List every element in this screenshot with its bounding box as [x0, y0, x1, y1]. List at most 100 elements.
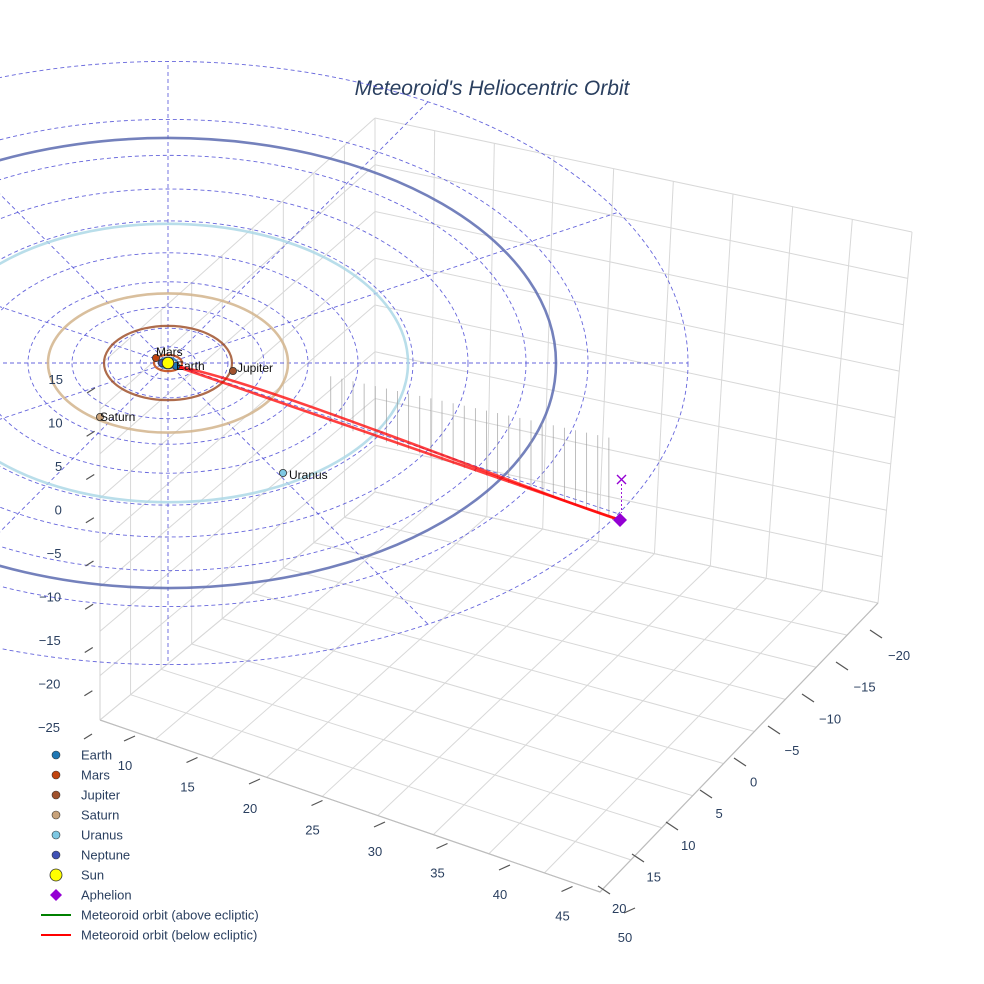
- x-tick-mark: [123, 735, 136, 742]
- legend-symbol: [51, 750, 61, 760]
- planet-label-saturn: Saturn: [100, 410, 135, 424]
- ecliptic-spoke: [0, 306, 169, 364]
- x-tick-label: 35: [430, 866, 444, 881]
- floor-gridline: [222, 618, 724, 765]
- ecliptic-spoke: [0, 362, 169, 533]
- z-tick-label: 0: [55, 503, 62, 518]
- ecliptic-ring: [0, 188, 469, 538]
- floor-gridline: [191, 643, 693, 797]
- wall-gridline: [99, 211, 376, 455]
- axis-box: [99, 117, 913, 893]
- x-tick-label: 40: [493, 887, 507, 902]
- x-tick-mark: [623, 907, 636, 914]
- chart-title: Meteoroid's Heliocentric Orbit: [355, 77, 631, 100]
- legend-label: Saturn: [81, 808, 119, 823]
- legend-symbol: [51, 850, 61, 860]
- orbit-saturn: [46, 292, 290, 434]
- sun-marker: [161, 356, 175, 370]
- y-tick-mark: [699, 789, 713, 799]
- y-tick-mark: [631, 853, 645, 863]
- aphelion-projection-marker: [616, 474, 627, 485]
- z-tick-mark: [84, 690, 93, 697]
- z-tick-label: 5: [55, 459, 62, 474]
- floor-gridline: [155, 503, 432, 740]
- floor-gridline: [283, 567, 786, 700]
- y-tick-mark: [835, 661, 849, 671]
- z-tick-mark: [83, 733, 93, 740]
- wall-gridline: [99, 164, 376, 410]
- orbit-neptune: [0, 136, 558, 590]
- floor-gridline: [488, 577, 767, 855]
- planet-label-earth: Earth: [176, 359, 205, 373]
- legend-symbol: [51, 790, 61, 800]
- wall-gridline: [374, 117, 913, 233]
- floor-gridline: [266, 528, 544, 778]
- z-tick-mark: [86, 387, 96, 394]
- orbit-jupiter: [102, 324, 234, 402]
- x-tick-label: 15: [180, 780, 194, 795]
- z-tick-mark: [85, 473, 95, 481]
- legend-symbol: [49, 868, 63, 882]
- floor-gridline: [130, 694, 632, 861]
- floor-gridline: [432, 565, 711, 836]
- aphelion-marker: [613, 513, 627, 527]
- planet-saturn: [96, 412, 105, 421]
- y-tick-label: 5: [716, 806, 723, 821]
- legend-label: Neptune: [81, 848, 130, 863]
- ecliptic-spoke: [167, 211, 619, 364]
- z-tick-label: −25: [38, 720, 60, 735]
- x-tick-label: 45: [555, 909, 569, 924]
- x-tick-label: 10: [118, 758, 132, 773]
- x-tick-label: 50: [618, 930, 632, 945]
- planet-label-uranus: Uranus: [289, 468, 328, 482]
- z-tick-label: −10: [39, 590, 61, 605]
- planet-jupiter: [228, 366, 237, 375]
- orbit-uranus: [0, 222, 410, 504]
- wall-gridline: [374, 211, 904, 326]
- x-tick-mark: [373, 821, 386, 828]
- z-tick-mark: [84, 603, 94, 610]
- wall-gridline: [99, 444, 376, 677]
- x-tick-label: 30: [368, 844, 382, 859]
- x-tick-mark: [436, 842, 448, 850]
- wall-gridline: [99, 491, 376, 721]
- legend-symbol: [51, 830, 61, 840]
- y-tick-mark: [869, 629, 883, 639]
- wall-gridline: [374, 351, 891, 465]
- wall-gridline: [99, 398, 376, 632]
- x-tick-mark: [186, 756, 198, 764]
- floor-gridline: [321, 540, 599, 797]
- wall-gridline: [99, 351, 376, 588]
- floor-gridline: [313, 542, 817, 668]
- y-tick-mark: [733, 757, 747, 767]
- y-tick-label: 20: [612, 901, 626, 916]
- legend-label: Earth: [81, 748, 112, 763]
- z-tick-mark: [85, 560, 94, 567]
- x-tick-mark: [498, 864, 511, 871]
- ecliptic-spoke: [167, 362, 619, 515]
- floor-gridline: [252, 592, 755, 732]
- y-tick-label: 15: [647, 869, 661, 884]
- ecliptic-spoke: [167, 362, 429, 625]
- ecliptic-grid: [0, 61, 689, 665]
- x-tick-mark: [248, 778, 261, 785]
- floor-gridline: [210, 516, 488, 759]
- z-tick-label: 10: [48, 416, 62, 431]
- y-tick-mark: [597, 885, 611, 895]
- floor-gridline: [344, 516, 848, 636]
- z-tick-label: −20: [38, 677, 60, 692]
- ecliptic-spoke: [0, 193, 169, 364]
- axis-ticks: 101520253035404550−20−15−10−505101520151…: [38, 372, 910, 945]
- x-tick-label: 20: [243, 801, 257, 816]
- floor-gridline: [160, 668, 662, 829]
- meteoroid-orbit: [174, 364, 621, 522]
- y-tick-mark: [665, 821, 679, 831]
- ecliptic-spoke: [167, 101, 429, 364]
- planet-label-mars: Mars: [156, 345, 183, 359]
- floor-gridline: [377, 553, 655, 816]
- ecliptic-spoke: [0, 362, 169, 420]
- x-tick-mark: [311, 799, 323, 807]
- orbit-mars: [152, 353, 184, 373]
